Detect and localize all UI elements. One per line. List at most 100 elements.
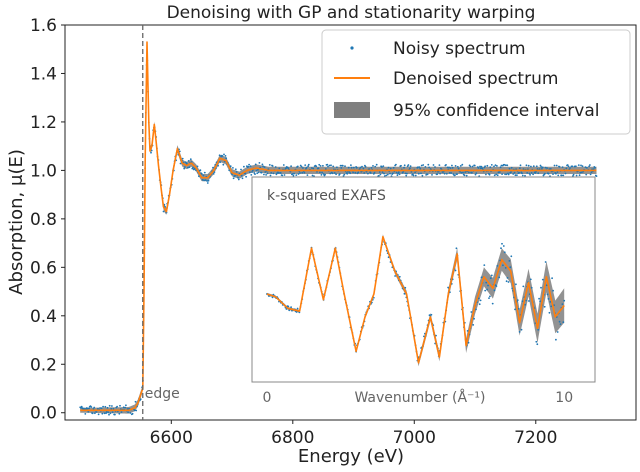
main-noisy-point xyxy=(471,165,474,168)
main-noisy-point xyxy=(379,173,382,176)
main-noisy-point xyxy=(122,406,125,409)
main-noisy-point xyxy=(546,167,548,170)
main-noisy-point xyxy=(368,168,371,171)
inset-noisy-point xyxy=(525,299,527,302)
chart-texts: Denoising with GP and stationarity warpi… xyxy=(6,3,535,467)
main-noisy-point xyxy=(111,405,113,407)
inset-noisy-point xyxy=(546,293,549,296)
legend-box xyxy=(321,29,631,135)
main-noisy-point xyxy=(201,173,203,175)
main-noisy-point xyxy=(577,164,580,167)
main-noisy-point xyxy=(310,167,313,169)
y-tick-label: 1.0 xyxy=(30,161,57,181)
legend-label: Denoised spectrum xyxy=(393,69,558,89)
main-noisy-point xyxy=(124,406,127,409)
main-noisy-point xyxy=(500,164,503,167)
inset-noisy-point xyxy=(491,302,494,305)
main-noisy-point xyxy=(589,164,591,166)
main-noisy-point xyxy=(237,176,239,179)
main-noisy-point xyxy=(222,163,225,166)
main-noisy-point xyxy=(504,164,507,167)
main-noisy-point xyxy=(389,172,391,175)
inset-noisy-point xyxy=(520,328,523,331)
inset-noisy-point xyxy=(454,269,457,272)
main-noisy-point xyxy=(265,174,267,176)
main-noisy-point xyxy=(414,171,416,174)
main-noisy-point xyxy=(277,172,280,174)
inset-frame xyxy=(251,176,596,383)
main-noisy-point xyxy=(100,407,103,410)
main-noisy-point xyxy=(105,412,107,415)
legend: Noisy spectrum Denoised spectrum 95% confi… xyxy=(321,29,631,135)
inset-noisy-point xyxy=(514,308,516,311)
main-noisy-point xyxy=(417,166,419,169)
inset-noisy-point xyxy=(544,261,547,263)
inset-noisy-point xyxy=(508,260,511,262)
main-noisy-point xyxy=(80,405,83,408)
main-noisy-point xyxy=(515,168,517,171)
main-noisy-point xyxy=(278,167,281,170)
inset-noisy-point xyxy=(271,296,274,299)
inset-noisy-point xyxy=(521,300,524,303)
main-noisy-point xyxy=(99,407,101,409)
main-noisy-point xyxy=(438,164,441,167)
main-noisy-point xyxy=(362,167,365,170)
main-noisy-point xyxy=(387,166,390,169)
main-noisy-point xyxy=(383,175,386,177)
main-noisy-point xyxy=(232,177,235,180)
main-noisy-point xyxy=(244,172,247,175)
main-noisy-point xyxy=(367,172,369,175)
main-noisy-point xyxy=(451,164,453,167)
main-noisy-point xyxy=(344,165,346,168)
main-noisy-point xyxy=(513,171,516,174)
main-noisy-point xyxy=(162,210,165,213)
main-noisy-point xyxy=(525,164,528,167)
main-noisy-point xyxy=(432,164,435,166)
main-noisy-point xyxy=(526,172,529,174)
main-noisy-point xyxy=(575,174,578,177)
main-noisy-point xyxy=(268,164,271,166)
main-noisy-point xyxy=(383,172,385,175)
main-noisy-point xyxy=(306,174,309,177)
main-noisy-point xyxy=(179,162,182,165)
main-noisy-point xyxy=(373,171,376,174)
main-noisy-point xyxy=(221,155,224,157)
y-tick-label: 0.6 xyxy=(30,258,57,278)
main-noisy-point xyxy=(112,407,115,410)
main-noisy-point xyxy=(199,169,202,172)
main-noisy-point xyxy=(580,171,583,174)
main-noisy-point xyxy=(374,165,377,168)
main-noisy-point xyxy=(203,171,206,174)
inset-noisy-point xyxy=(538,297,540,300)
inset-noisy-point xyxy=(490,274,493,277)
main-noisy-point xyxy=(263,173,265,176)
main-noisy-point xyxy=(361,165,363,168)
inset-noisy-point xyxy=(496,265,499,267)
main-noisy-point xyxy=(532,173,534,176)
main-noisy-point xyxy=(397,171,400,174)
main-noisy-point xyxy=(241,177,244,180)
main-noisy-point xyxy=(261,163,264,166)
main-noisy-point xyxy=(315,165,318,168)
main-noisy-point xyxy=(312,167,315,170)
main-noisy-point xyxy=(468,171,470,174)
main-noisy-point xyxy=(426,173,429,176)
main-noisy-point xyxy=(116,405,118,408)
main-noisy-point xyxy=(420,172,422,175)
main-noisy-point xyxy=(529,174,531,176)
main-noisy-point xyxy=(569,167,571,169)
main-noisy-point xyxy=(385,174,388,177)
main-noisy-point xyxy=(448,166,450,169)
main-noisy-point xyxy=(407,164,410,166)
main-noisy-point xyxy=(417,172,420,175)
inset-noisy-point xyxy=(562,321,565,324)
main-noisy-point xyxy=(198,175,200,178)
inset-noisy-point xyxy=(539,300,541,303)
main-noisy-point xyxy=(206,182,209,184)
main-noisy-point xyxy=(350,164,352,167)
main-noisy-point xyxy=(584,166,587,169)
main-noisy-point xyxy=(495,173,498,176)
main-noisy-point xyxy=(463,174,466,177)
main-noisy-point xyxy=(343,173,346,176)
main-noisy-point xyxy=(557,174,560,177)
